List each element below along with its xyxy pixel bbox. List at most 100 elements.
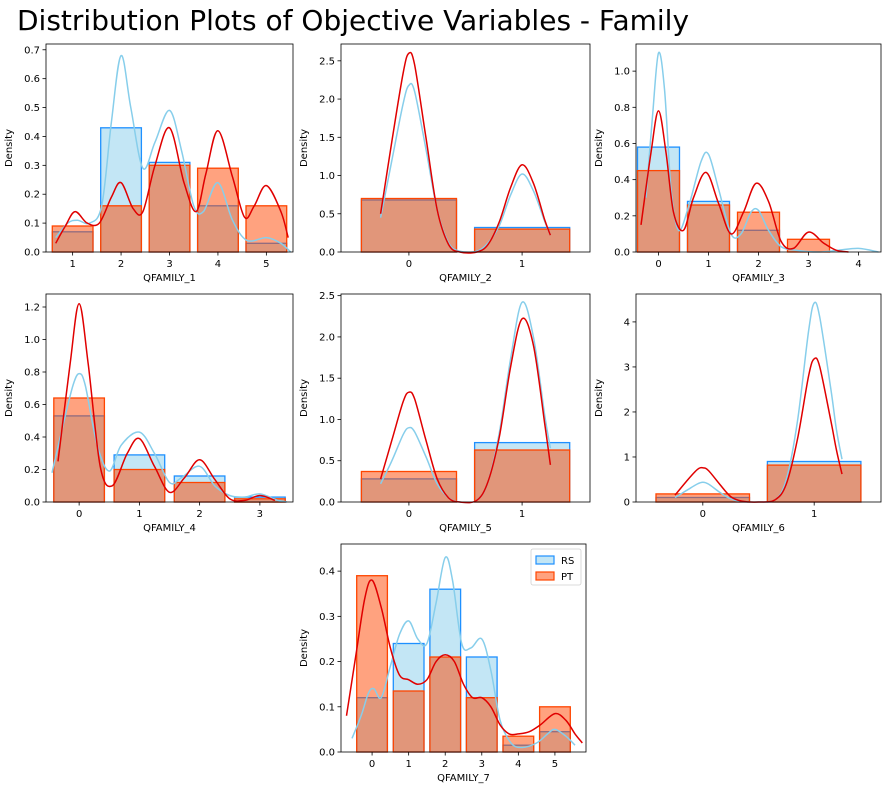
bar-pt-3 (465, 697, 498, 753)
bar-pt-0 (636, 169, 681, 253)
xtick-label: 0 (406, 509, 412, 520)
ytick-label: 0.4 (614, 175, 630, 186)
ytick-label: 2 (624, 407, 630, 418)
subplot-2: 0.0 0.5 1.0 1.5 2.0 2.5 0 1 QFAMILY_2 Density (299, 43, 591, 284)
ytick-label: 1 (624, 452, 630, 463)
bar-pt-0 (356, 575, 389, 753)
xtick-label: 3 (166, 259, 172, 270)
xtick-label: 0 (369, 759, 375, 770)
xtick-label: 1 (69, 259, 75, 270)
xtick-label: 1 (405, 759, 411, 770)
y-axis-label: Density (4, 379, 15, 417)
ytick-label: 0.2 (319, 657, 335, 668)
subplots: 0.0 0.1 0.2 0.3 0.4 0.5 0.6 0.7 1 2 3 4 5 QFAMILY_1 De… (4, 43, 882, 784)
subplot-4: 0.0 0.2 0.4 0.6 0.8 1.0 1.2 0 1 2 3 QFAMILY_4 Densit… (4, 293, 294, 534)
ytick-label: 0.0 (24, 248, 40, 259)
legend: RS PT (530, 548, 582, 586)
bar-pt-1 (473, 228, 571, 253)
ytick-label: 3 (624, 362, 630, 373)
kde-pt (345, 579, 583, 744)
ytick-label: 1.0 (24, 335, 40, 346)
bar-pt-1 (686, 204, 731, 253)
y-axis-label: Density (299, 629, 310, 667)
subplot-6: 0 1 2 3 4 0 1 QFAMILY_6 Density (594, 293, 882, 534)
ytick-label: 1.0 (319, 415, 335, 426)
ytick-label: 1.0 (319, 171, 335, 182)
ytick-label: 4 (624, 317, 630, 328)
y-axis-label: Density (4, 129, 15, 167)
kde-pt (55, 127, 289, 244)
x-axis-label: QFAMILY_2 (439, 273, 492, 284)
bar-pt-0 (360, 197, 458, 253)
legend-label-rs: RS (561, 556, 574, 567)
bar-pt-0 (360, 470, 458, 503)
y-axis-label: Density (594, 129, 605, 167)
axes-frame (45, 293, 294, 503)
xtick-label: 1 (136, 509, 142, 520)
ytick-label: 2.0 (319, 332, 335, 343)
x-axis-label: QFAMILY_3 (732, 273, 785, 284)
ytick-label: 0.5 (319, 456, 335, 467)
axes-frame (340, 293, 591, 503)
ytick-label: 1.5 (319, 133, 335, 144)
ytick-label: 0.6 (24, 74, 40, 85)
kde-pt (57, 303, 276, 502)
kde-pt (379, 51, 552, 254)
ytick-label: 0.4 (24, 132, 40, 143)
bar-pt-0 (53, 397, 106, 503)
ytick-label: 0 (624, 498, 630, 509)
ytick-label: 1.5 (319, 374, 335, 385)
kde-rs (51, 372, 288, 503)
x-axis-label: QFAMILY_4 (143, 523, 196, 534)
axes-frame (340, 543, 587, 753)
subplot-1: 0.0 0.1 0.2 0.3 0.4 0.5 0.6 0.7 1 2 3 4 5 QFAMILY_1 De… (4, 43, 294, 284)
y-axis-label: Density (299, 129, 310, 167)
xtick-label: 0 (655, 259, 661, 270)
bar-pt-1 (113, 468, 166, 503)
xtick-label: 3 (805, 259, 811, 270)
xtick-label: 2 (196, 509, 202, 520)
subplot-3: 0.0 0.2 0.4 0.6 0.8 1.0 0 1 2 3 4 QFAMILY_3 Density (594, 43, 882, 284)
legend-label-pt: PT (561, 572, 574, 583)
x-axis-label: QFAMILY_1 (143, 273, 196, 284)
xtick-label: 1 (811, 509, 817, 520)
axes-frame (340, 43, 591, 253)
bar-pt-1 (766, 464, 862, 503)
figure-title: Distribution Plots of Objective Variable… (17, 4, 689, 37)
ytick-label: 1.0 (614, 67, 630, 78)
ytick-label: 0.4 (24, 433, 40, 444)
bar-pt-1 (392, 690, 425, 753)
subplot-5: 0.0 0.5 1.0 1.5 2.0 2.5 0 1 QFAMILY_5 Density (299, 291, 591, 534)
xtick-label: 0 (406, 259, 412, 270)
xtick-label: 2 (442, 759, 448, 770)
ytick-label: 0.5 (24, 103, 40, 114)
x-axis-label: QFAMILY_7 (437, 773, 490, 784)
ytick-label: 0.6 (24, 400, 40, 411)
ytick-label: 0.0 (24, 498, 40, 509)
ytick-label: 2.0 (319, 95, 335, 106)
bar-pt-2 (429, 656, 462, 753)
subplot-7: 0.0 0.1 0.2 0.3 0.4 0 1 2 3 4 5 QFAMILY_7 Density RS P… (299, 543, 587, 784)
ytick-label: 0.0 (614, 248, 630, 259)
ytick-label: 0.8 (24, 368, 40, 379)
ytick-label: 0.1 (319, 702, 335, 713)
xtick-label: 4 (215, 259, 221, 270)
legend-swatch-rs (535, 555, 555, 565)
bar-pt-3 (148, 164, 191, 253)
xtick-label: 5 (552, 759, 558, 770)
xtick-label: 3 (479, 759, 485, 770)
bar-pt-2 (736, 211, 781, 253)
x-axis-label: QFAMILY_5 (439, 523, 492, 534)
ytick-label: 0.4 (319, 567, 335, 578)
ytick-label: 0.1 (24, 219, 40, 230)
ytick-label: 0.3 (319, 612, 335, 623)
ytick-label: 1.2 (24, 303, 40, 314)
kde-rs (379, 82, 552, 253)
y-axis-label: Density (299, 379, 310, 417)
ytick-label: 0.0 (319, 748, 335, 759)
xtick-label: 2 (118, 259, 124, 270)
ytick-label: 2.5 (319, 56, 335, 67)
ytick-label: 0.8 (614, 103, 630, 114)
bar-pt-2 (173, 481, 226, 503)
